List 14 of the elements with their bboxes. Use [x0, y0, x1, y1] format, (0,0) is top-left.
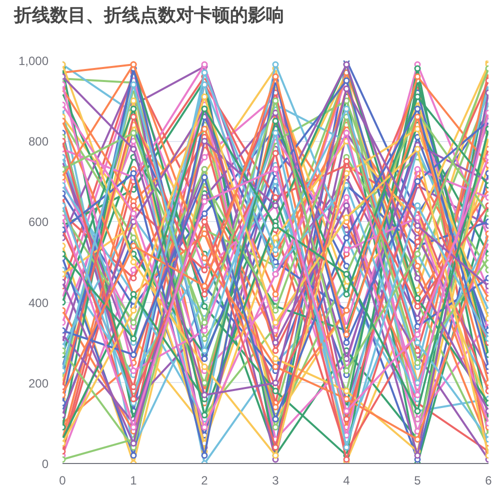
y-tick-label: 800 — [28, 134, 49, 149]
y-tick-label: 1,000 — [18, 54, 49, 68]
x-tick-label: 1 — [130, 474, 138, 488]
x-tick-label: 5 — [414, 474, 422, 488]
x-tick-label: 6 — [485, 474, 492, 488]
chart-title: 折线数目、折线点数对卡顿的影响 — [14, 4, 284, 26]
x-tick-label: 4 — [343, 474, 350, 488]
x-tick-label: 2 — [201, 474, 208, 488]
y-tick-label: 0 — [42, 457, 49, 471]
x-tick-label: 0 — [59, 474, 66, 488]
y-tick-label: 200 — [28, 376, 49, 390]
x-tick-label: 3 — [272, 474, 280, 488]
y-tick-label: 600 — [28, 215, 49, 230]
y-tick-label: 400 — [28, 296, 49, 310]
